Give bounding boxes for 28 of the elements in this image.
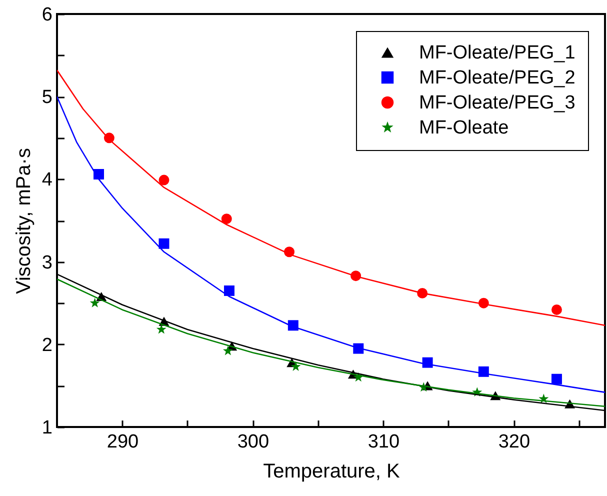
y-tick-label: 3 (42, 252, 52, 274)
point (551, 304, 562, 315)
point (290, 361, 301, 371)
point (551, 374, 562, 384)
line-series (57, 70, 605, 326)
point (156, 324, 166, 334)
legend-label: MF-Oleate/PEG_1 (419, 42, 576, 64)
legend-label: MF-Oleate/PEG_2 (419, 68, 576, 88)
y-tick-label: 4 (42, 170, 53, 191)
point (221, 214, 232, 224)
x-tick-label: 290 (106, 432, 139, 452)
y-tick-label: 2 (42, 334, 52, 356)
x-tick-label: 300 (237, 432, 270, 452)
x-tick-label: 320 (498, 432, 530, 452)
legend-label: MF-Oleate/PEG_3 (419, 92, 576, 114)
y-tick-label: 5 (42, 87, 52, 108)
x-axis-title: Temperature, K (263, 460, 401, 482)
point (90, 298, 100, 308)
point (158, 238, 170, 249)
point (224, 285, 234, 296)
y-tick-label: 6 (42, 4, 52, 26)
point (158, 174, 170, 186)
legend-label: MF-Oleate (419, 118, 509, 138)
point (222, 346, 233, 356)
y-axis-title: Viscosity, mPa·s (12, 148, 35, 294)
y-tick-label: 1 (42, 418, 52, 438)
line-series (57, 96, 605, 393)
x-tick-label: 310 (368, 432, 400, 452)
